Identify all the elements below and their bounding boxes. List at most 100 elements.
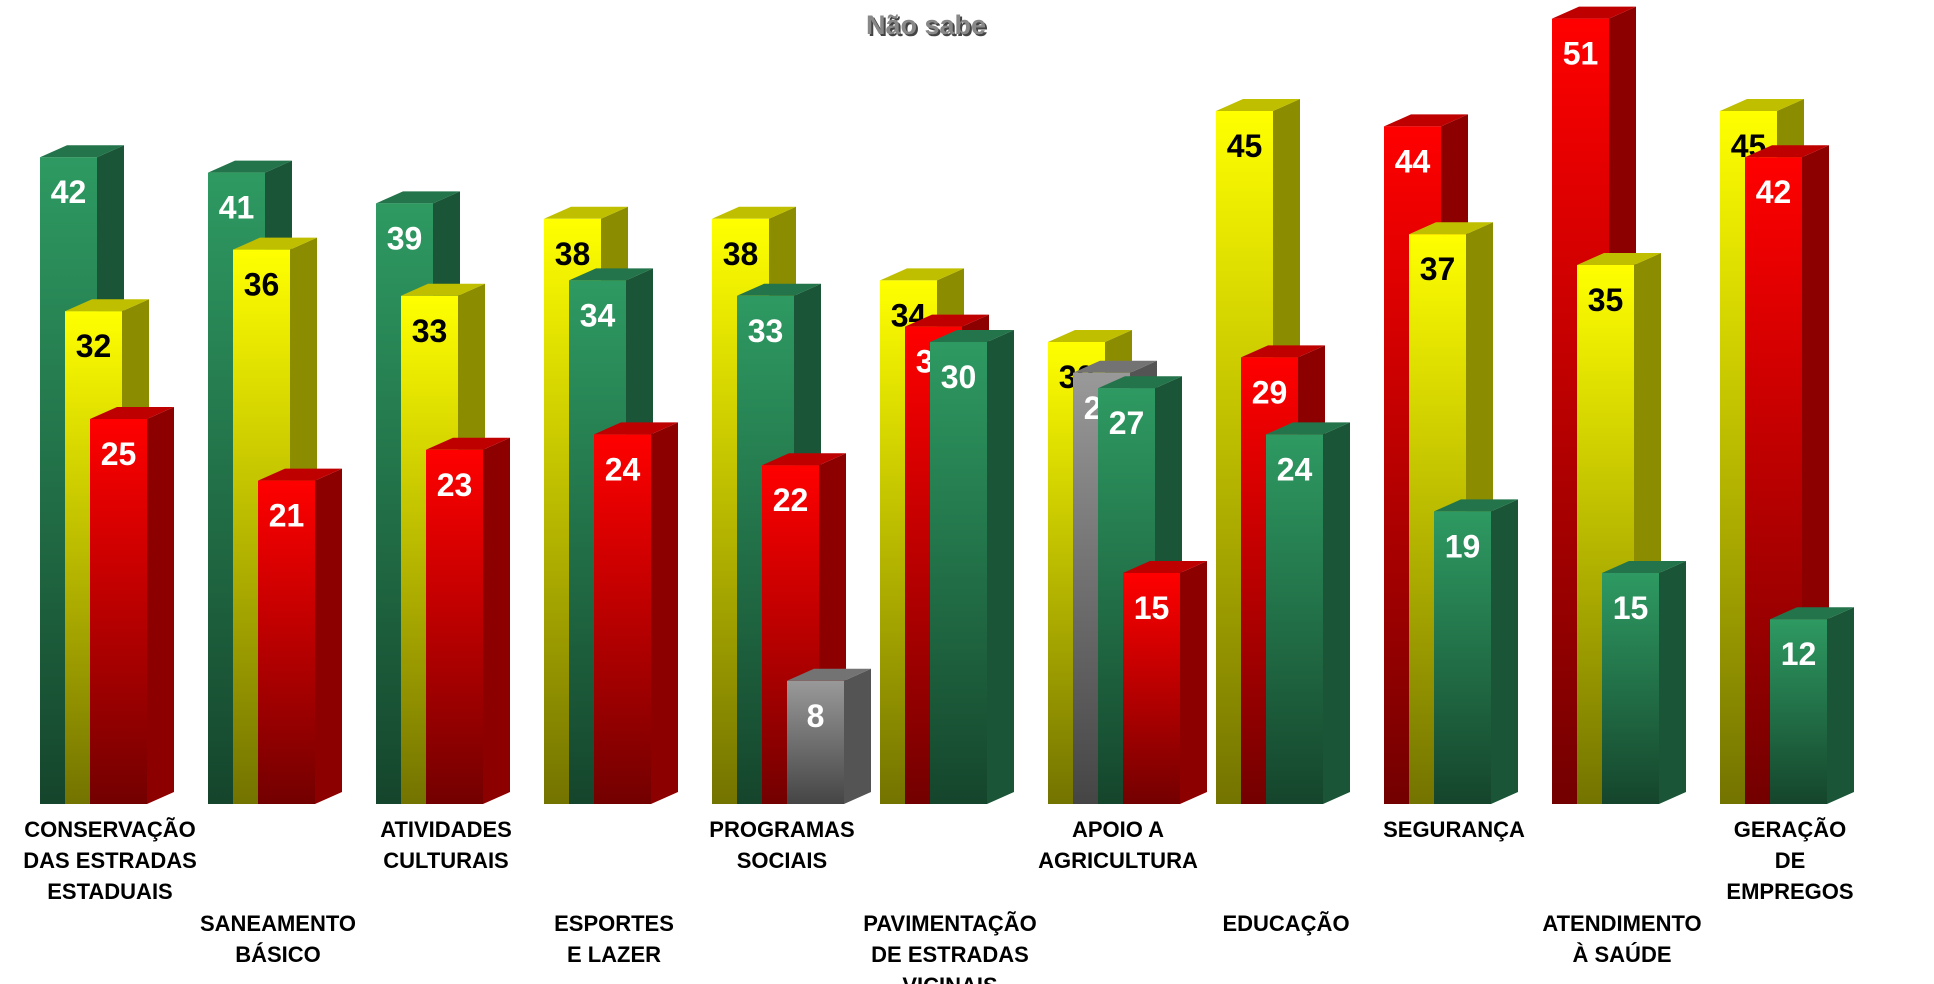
value-label: 35 <box>1588 282 1624 318</box>
bar-top <box>1048 330 1132 342</box>
bar-top <box>1241 345 1325 358</box>
bar-side <box>844 668 871 804</box>
value-label: 38 <box>723 236 759 272</box>
bar-side <box>1659 561 1686 804</box>
bar-top <box>787 668 871 681</box>
category-label: ESPORTES E LAZER <box>554 911 674 967</box>
bar-top <box>1434 499 1518 512</box>
bar <box>594 434 651 804</box>
bar <box>1123 573 1180 804</box>
value-label: 51 <box>1563 36 1599 72</box>
bar <box>426 449 483 804</box>
bar-top <box>65 299 149 312</box>
bar-top <box>1720 99 1804 111</box>
value-label: 29 <box>1252 374 1288 410</box>
bar-top <box>40 145 124 158</box>
bar-side <box>1180 561 1207 804</box>
bar-top <box>1266 422 1350 435</box>
bar-top <box>401 283 485 296</box>
value-label: 39 <box>387 220 423 256</box>
value-label: 8 <box>807 698 825 734</box>
bar <box>90 419 147 804</box>
bar-side <box>483 437 510 804</box>
category-label: ATIVIDADES CULTURAIS <box>380 817 512 873</box>
category-label: EDUCAÇÃO <box>1222 911 1350 936</box>
value-label: 41 <box>219 190 255 226</box>
value-label: 45 <box>1227 128 1263 164</box>
value-label: 15 <box>1613 590 1649 626</box>
bar-top <box>594 422 678 435</box>
bar-top <box>1409 222 1493 235</box>
value-label: 24 <box>1277 451 1313 487</box>
value-label: 15 <box>1134 590 1170 626</box>
value-label: 32 <box>76 328 112 364</box>
bar-top <box>1073 360 1157 373</box>
value-label: 23 <box>437 467 473 503</box>
bar-top <box>1123 561 1207 573</box>
category-label: SEGURANÇA <box>1383 817 1525 842</box>
bar-top <box>737 283 821 296</box>
bar <box>1266 434 1323 804</box>
value-label: 36 <box>244 267 280 303</box>
category-label: GERAÇÃO DE EMPREGOS <box>1726 817 1854 904</box>
bar-top <box>233 237 317 250</box>
bar-top <box>90 407 174 419</box>
bar-top <box>762 453 846 466</box>
bar-top <box>1770 607 1854 620</box>
bar <box>930 342 987 804</box>
value-label: 21 <box>269 498 305 534</box>
bar-top <box>930 330 1014 342</box>
category-label: PROGRAMAS SOCIAIS <box>709 817 855 873</box>
category-label: PAVIMENTAÇÃO DE ESTRADAS VICINAIS <box>863 911 1037 984</box>
bar-top <box>1552 6 1636 19</box>
bar-side <box>1323 422 1350 804</box>
value-label: 25 <box>101 436 137 472</box>
value-label: 34 <box>580 297 616 333</box>
bar-side <box>651 422 678 804</box>
value-label: 42 <box>1756 174 1792 210</box>
value-label: 24 <box>605 451 641 487</box>
category-label: CONSERVAÇÃO DAS ESTRADAS ESTADUAIS <box>23 817 197 904</box>
bar-top <box>1216 99 1300 111</box>
bar-side <box>147 407 174 804</box>
bar-top <box>376 191 460 204</box>
bar-top <box>569 268 653 281</box>
bar-top <box>712 206 796 219</box>
bar <box>1770 619 1827 804</box>
bar-side <box>1491 499 1518 804</box>
bar <box>1602 573 1659 804</box>
category-label: SANEAMENTO BÁSICO <box>199 911 357 967</box>
bar-top <box>258 468 342 481</box>
value-label: 42 <box>51 174 87 210</box>
bar-top <box>1602 561 1686 573</box>
bar <box>258 480 315 804</box>
value-label: 44 <box>1395 143 1431 179</box>
value-label: 19 <box>1445 528 1481 564</box>
value-label: 33 <box>412 313 448 349</box>
value-label: 37 <box>1420 251 1456 287</box>
bar-side <box>1827 607 1854 804</box>
bar-top <box>208 160 292 173</box>
bar-top <box>426 437 510 450</box>
value-label: 12 <box>1781 636 1817 672</box>
category-label: ATENDIMENTO À SAÚDE <box>1542 911 1702 967</box>
bar-side <box>987 330 1014 804</box>
chart-title: Não sabe <box>866 10 986 40</box>
value-label: 38 <box>555 236 591 272</box>
bar <box>1434 511 1491 804</box>
bar <box>787 680 844 804</box>
bar-side <box>315 468 342 804</box>
value-label: 30 <box>941 359 977 395</box>
bar-top <box>1745 145 1829 158</box>
value-label: 33 <box>748 313 784 349</box>
value-label: 27 <box>1109 405 1145 441</box>
bar-top <box>1384 114 1468 127</box>
bar-top <box>1098 376 1182 389</box>
bar-top <box>905 314 989 327</box>
bar-top <box>880 268 964 281</box>
bar-top <box>544 206 628 219</box>
bar-top <box>1577 253 1661 265</box>
value-label: 22 <box>773 482 809 518</box>
